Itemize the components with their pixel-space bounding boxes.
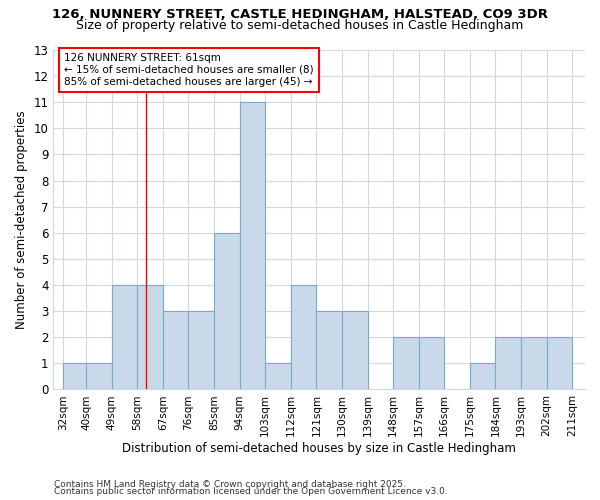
Bar	[137, 285, 163, 390]
Text: Size of property relative to semi-detached houses in Castle Hedingham: Size of property relative to semi-detach…	[76, 19, 524, 32]
Bar	[239, 102, 265, 390]
Bar	[393, 337, 419, 390]
Text: Contains public sector information licensed under the Open Government Licence v3: Contains public sector information licen…	[54, 487, 448, 496]
Bar	[496, 337, 521, 390]
Text: 126, NUNNERY STREET, CASTLE HEDINGHAM, HALSTEAD, CO9 3DR: 126, NUNNERY STREET, CASTLE HEDINGHAM, H…	[52, 8, 548, 20]
Bar	[265, 364, 291, 390]
Text: Contains HM Land Registry data © Crown copyright and database right 2025.: Contains HM Land Registry data © Crown c…	[54, 480, 406, 489]
Bar	[547, 337, 572, 390]
Bar	[86, 364, 112, 390]
Text: 126 NUNNERY STREET: 61sqm
← 15% of semi-detached houses are smaller (8)
85% of s: 126 NUNNERY STREET: 61sqm ← 15% of semi-…	[64, 54, 314, 86]
Bar	[188, 311, 214, 390]
X-axis label: Distribution of semi-detached houses by size in Castle Hedingham: Distribution of semi-detached houses by …	[122, 442, 516, 455]
Bar	[163, 311, 188, 390]
Bar	[112, 285, 137, 390]
Bar	[214, 233, 239, 390]
Bar	[342, 311, 368, 390]
Bar	[64, 364, 89, 390]
Bar	[291, 285, 316, 390]
Y-axis label: Number of semi-detached properties: Number of semi-detached properties	[15, 110, 28, 329]
Bar	[521, 337, 547, 390]
Bar	[419, 337, 444, 390]
Bar	[316, 311, 342, 390]
Bar	[470, 364, 496, 390]
